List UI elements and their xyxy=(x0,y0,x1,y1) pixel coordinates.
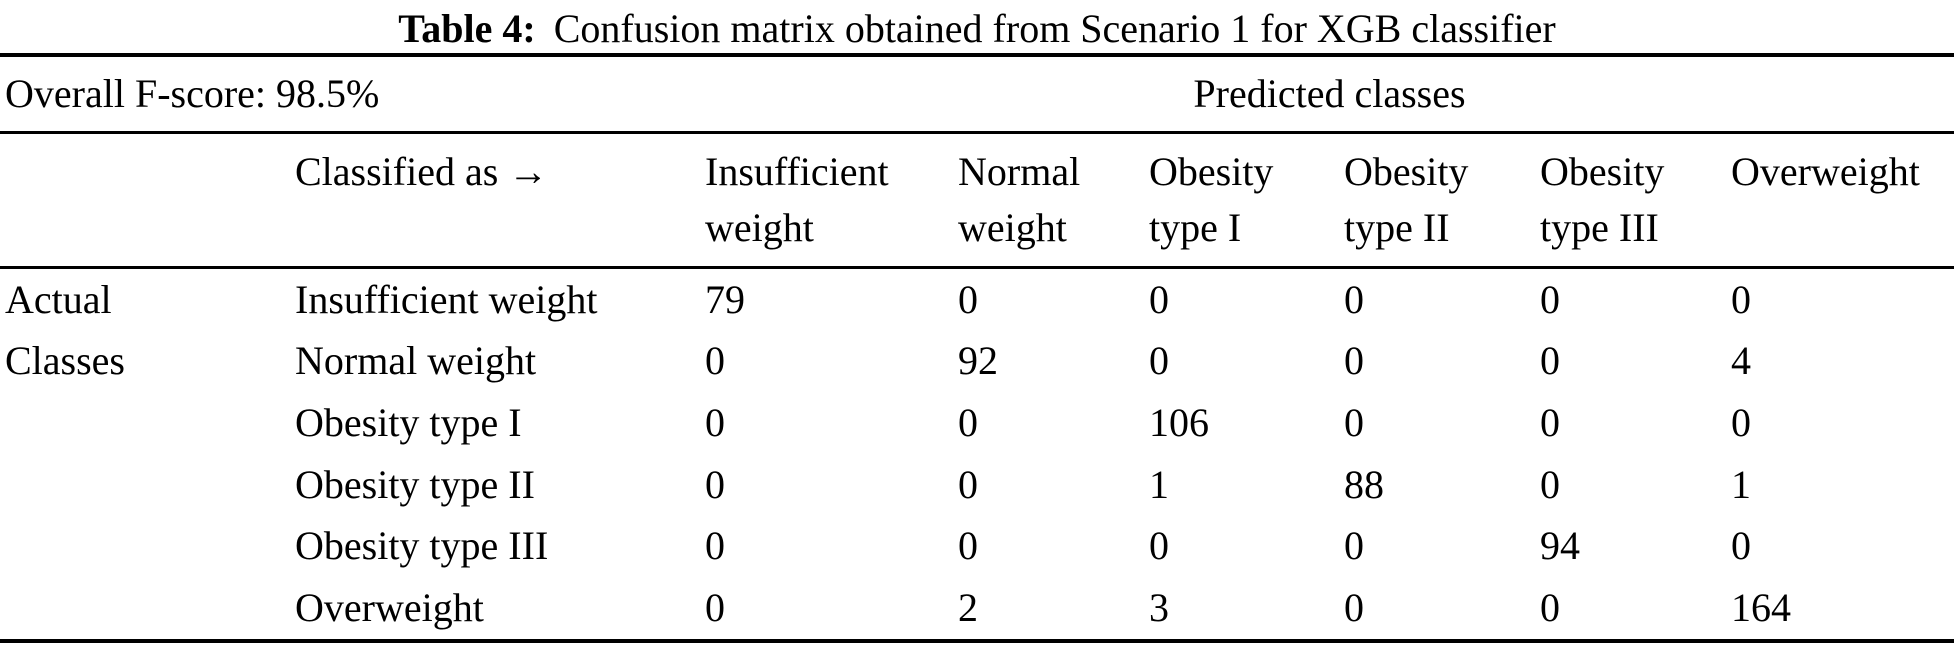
cell-value: 0 xyxy=(1540,338,1560,384)
table-caption: Table 4: Confusion matrix obtained from … xyxy=(0,0,1954,53)
actual-group-label: Actual xyxy=(5,276,112,322)
row-label: Normal weight xyxy=(295,338,537,384)
row-label: Obesity type III xyxy=(295,523,549,569)
cell-value: 94 xyxy=(1540,523,1580,569)
cell-value: 0 xyxy=(1540,461,1560,507)
cell-value: 0 xyxy=(958,461,978,507)
cell-value: 0 xyxy=(1344,276,1364,322)
table-caption-number: Table 4: xyxy=(398,6,536,51)
mid-rule-1 xyxy=(0,131,1954,134)
overall-fscore: Overall F-score: 98.5% xyxy=(5,71,380,116)
cell-value: 79 xyxy=(705,276,745,322)
col-header-obesity-type-2: Obesity type II xyxy=(1344,134,1540,266)
col-header-line: Insufficient xyxy=(705,149,889,194)
cell-value: 0 xyxy=(705,523,725,569)
cell-value: 0 xyxy=(1149,523,1169,569)
cell-value: 0 xyxy=(1149,338,1169,384)
classified-as-label: Classified as → xyxy=(295,149,549,194)
cell-value: 92 xyxy=(958,338,998,384)
cell-value: 0 xyxy=(1149,276,1169,322)
actual-group-spacer xyxy=(0,454,295,516)
cell-value: 0 xyxy=(1540,400,1560,446)
row-label: Obesity type I xyxy=(295,400,522,446)
cell-value: 0 xyxy=(1344,338,1364,384)
col-header-obesity-type-1: Obesity type I xyxy=(1149,134,1344,266)
actual-group-label: Classes xyxy=(5,338,125,384)
cell-value: 0 xyxy=(705,585,725,631)
cell-value: 0 xyxy=(1731,276,1751,322)
predicted-classes-header: Predicted classes xyxy=(1193,71,1466,116)
col-header-line: type III xyxy=(1540,205,1659,250)
cell-value: 4 xyxy=(1731,338,1751,384)
cell-value: 0 xyxy=(705,461,725,507)
cell-value: 88 xyxy=(1344,461,1384,507)
col-header-line: Obesity xyxy=(1149,149,1274,194)
row-label: Overweight xyxy=(295,585,484,631)
cell-value: 2 xyxy=(958,585,978,631)
cell-value: 0 xyxy=(1540,276,1560,322)
table-body: Actual Insufficient weight 79 0 0 0 0 0 … xyxy=(0,269,1954,639)
col-header-line: Obesity xyxy=(1540,149,1665,194)
col-header-line: Obesity xyxy=(1344,149,1469,194)
cell-value: 3 xyxy=(1149,585,1169,631)
cell-value: 0 xyxy=(705,338,725,384)
actual-group-spacer xyxy=(0,577,295,639)
row-label: Obesity type II xyxy=(295,461,535,507)
col-header-line: Normal xyxy=(958,149,1081,194)
actual-group-spacer xyxy=(0,392,295,454)
table-caption-text: Confusion matrix obtained from Scenario … xyxy=(553,6,1556,51)
col-header-line: Overweight xyxy=(1731,149,1920,194)
col-header-obesity-type-3: Obesity type III xyxy=(1540,134,1731,266)
mid-rule-2 xyxy=(0,266,1954,269)
column-header-row: Classified as → Insufficient weight Norm… xyxy=(0,134,1954,266)
col-header-overweight: Overweight xyxy=(1731,134,1954,266)
cell-value: 106 xyxy=(1149,400,1209,446)
col-header-line: type II xyxy=(1344,205,1450,250)
cell-value: 0 xyxy=(958,523,978,569)
cell-value: 1 xyxy=(1731,461,1751,507)
cell-value: 0 xyxy=(1344,585,1364,631)
col-header-line: weight xyxy=(705,205,814,250)
cell-value: 1 xyxy=(1149,461,1169,507)
cell-value: 0 xyxy=(705,400,725,446)
cell-value: 0 xyxy=(1731,400,1751,446)
cell-value: 0 xyxy=(1540,585,1560,631)
actual-group-spacer xyxy=(0,516,295,578)
cell-value: 0 xyxy=(958,400,978,446)
cell-value: 0 xyxy=(958,276,978,322)
col-header-line: type I xyxy=(1149,205,1242,250)
cell-value: 0 xyxy=(1344,523,1364,569)
bottom-rule xyxy=(0,638,1954,643)
cell-value: 0 xyxy=(1344,400,1364,446)
row-label: Insufficient weight xyxy=(295,276,598,322)
col-header-insufficient-weight: Insufficient weight xyxy=(705,134,958,266)
top-rule xyxy=(0,53,1954,57)
header-spacer xyxy=(0,134,295,266)
classified-as-header: Classified as → xyxy=(295,134,705,266)
cell-value: 164 xyxy=(1731,585,1791,631)
col-header-line: weight xyxy=(958,205,1067,250)
summary-row: Overall F-score: 98.5% Predicted classes xyxy=(0,57,1954,131)
cell-value: 0 xyxy=(1731,523,1751,569)
col-header-normal-weight: Normal weight xyxy=(958,134,1149,266)
